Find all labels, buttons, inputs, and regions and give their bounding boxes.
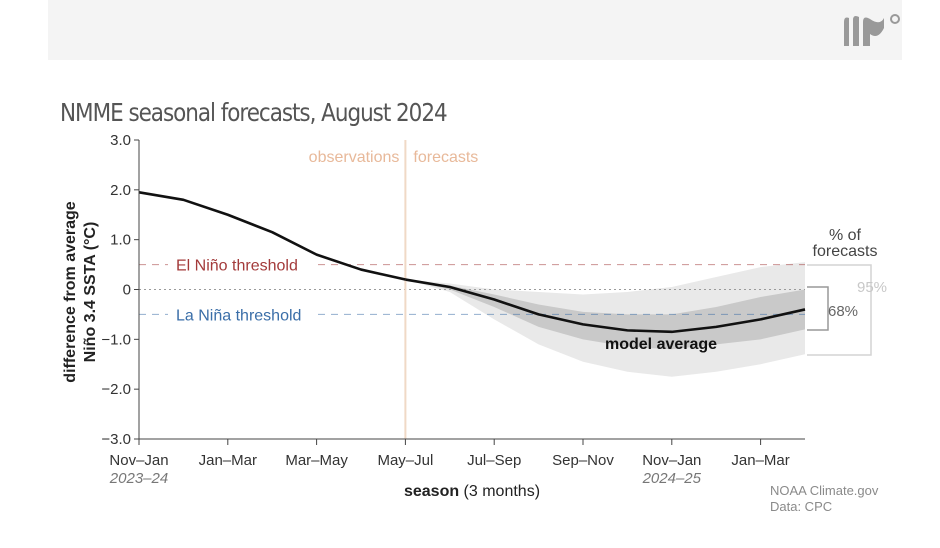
legend-item-95: 95%	[857, 279, 887, 296]
legend-item-68: 68%	[828, 303, 858, 320]
y-tick-label: 0	[123, 282, 131, 299]
legend-title-line2: forecasts	[813, 243, 878, 260]
y-tick-label: −2.0	[101, 381, 131, 398]
x-tick-label: Jul–Sep	[467, 452, 521, 469]
x-tick-label: Jan–Mar	[731, 452, 789, 469]
credit-line-data: Data: CPC	[770, 499, 833, 514]
year-label: 2024–25	[642, 470, 702, 487]
climate-gov-logo-icon[interactable]	[840, 10, 904, 50]
series-line-observations	[138, 191, 406, 281]
x-tick-label: Jan–Mar	[199, 452, 257, 469]
chart-title: NMME seasonal forecasts, August 2024	[60, 98, 448, 127]
series-line-model-average	[405, 278, 806, 334]
y-axis-label-line1: difference from average	[62, 201, 79, 383]
source-credit: NOAA Climate.gov Data: CPC	[770, 483, 878, 515]
x-tick-label: Nov–Jan	[109, 452, 168, 469]
y-tick-label: 1.0	[110, 232, 131, 249]
x-tick-label: Sep–Nov	[552, 452, 614, 469]
x-tick-label: Mar–May	[285, 452, 348, 469]
legend-title-line1: % of	[829, 227, 862, 244]
legend-bracket-68	[807, 286, 829, 331]
la-nina-threshold-label: La Niña threshold	[176, 307, 301, 324]
y-axis-label-line2: Niño 3.4 SSTA (°C)	[82, 222, 99, 363]
x-axis-label: season (3 months)	[404, 483, 540, 500]
year-label: 2023–24	[109, 470, 168, 487]
observations-label: observations	[309, 149, 400, 166]
y-tick-label: −3.0	[101, 431, 131, 448]
legend-bracket-95	[807, 264, 872, 356]
x-tick-label: Nov–Jan	[642, 452, 701, 469]
top-banner	[48, 0, 902, 60]
credit-line-site: NOAA Climate.gov	[770, 483, 879, 498]
el-nino-threshold-label: El Niño threshold	[176, 258, 298, 275]
x-tick-label: May–Jul	[377, 452, 433, 469]
y-tick-label: 2.0	[110, 182, 131, 199]
y-tick-label: −1.0	[101, 331, 131, 348]
y-tick-label: 3.0	[110, 132, 131, 149]
forecasts-label: forecasts	[413, 149, 478, 166]
model-average-label: model average	[605, 336, 717, 353]
